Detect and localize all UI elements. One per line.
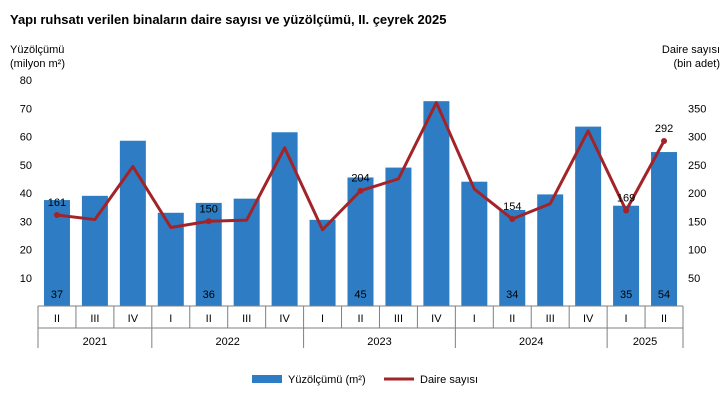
year-label: 2021 [83,336,107,348]
bar-data-label: 54 [658,289,670,301]
left-tick-label: 50 [20,160,32,172]
bar [233,198,260,306]
category-label: IV [583,313,594,325]
right-tick-label: 100 [688,245,706,257]
category-label: I [169,313,172,325]
right-axis-label-line1: Daire sayısı [662,44,720,56]
line-point [357,187,364,194]
bar [651,152,678,306]
line-point [53,212,60,219]
legend-bar-label: Yüzölçümü (m²) [288,374,366,386]
right-tick-label: 50 [688,273,700,285]
category-label: I [625,313,628,325]
category-label: IV [128,313,139,325]
line-data-label: 204 [351,173,369,185]
right-axis-label-line2: (bin adet) [674,58,720,70]
line-data-label: 154 [503,201,521,213]
category-label: IV [431,313,442,325]
bar-data-label: 37 [51,289,63,301]
left-tick-label: 30 [20,216,32,228]
bar [385,167,412,306]
right-axis-ticks: 50 100 150 200 250 300 350 [688,103,706,285]
chart-title: Yapı ruhsatı verilen binaların daire say… [10,12,446,27]
left-axis-label-line2: (milyon m²) [10,58,65,70]
legend-bar-swatch [252,375,282,383]
category-label: IV [279,313,290,325]
bar [271,132,298,306]
right-tick-label: 150 [688,216,706,228]
left-tick-label: 20 [20,245,32,257]
line-data-label: 169 [617,193,635,205]
category-label: II [509,313,515,325]
year-label: 2022 [215,336,239,348]
bar [575,126,602,306]
bar [309,219,336,306]
bar [499,209,526,306]
line-series: 161 150 204 154 169 292 [48,101,673,232]
bar [81,195,108,306]
right-tick-label: 300 [688,132,706,144]
category-label: III [546,313,555,325]
category-label: II [206,313,212,325]
left-tick-label: 10 [20,273,32,285]
bar [613,205,640,306]
year-label: 2025 [633,336,657,348]
bar-data-label: 36 [203,289,215,301]
right-tick-label: 200 [688,188,706,200]
category-label: I [321,313,324,325]
category-label: II [357,313,363,325]
left-tick-label: 60 [20,132,32,144]
bar-data-label: 45 [354,289,366,301]
bar-data-label: 35 [620,289,632,301]
right-tick-label: 350 [688,103,706,115]
left-tick-label: 70 [20,103,32,115]
bar [347,177,374,306]
line-data-label: 292 [655,123,673,135]
legend-line-label: Daire sayısı [420,374,478,386]
line-data-label: 161 [48,197,66,209]
year-label: 2023 [367,336,391,348]
bar [423,101,450,306]
category-label: II [54,313,60,325]
left-axis-ticks: 10 20 30 40 50 60 70 80 [20,75,32,285]
line-data-label: 150 [200,203,218,215]
line-point [661,138,668,145]
category-label: III [394,313,403,325]
right-tick-label: 250 [688,160,706,172]
line-point [205,218,212,225]
category-label: III [90,313,99,325]
bar [537,194,564,306]
category-label: II [661,313,667,325]
bar-data-label: 34 [506,289,518,301]
left-tick-label: 80 [20,75,32,87]
category-label: III [242,313,251,325]
line-point [509,215,516,222]
line-point [623,207,630,214]
bar [461,181,488,306]
left-axis-label-line1: Yüzölçümü [10,44,64,56]
year-label: 2024 [519,336,543,348]
left-tick-label: 40 [20,188,32,200]
category-label: I [473,313,476,325]
bar-series: 37 36 45 34 35 54 [43,101,678,306]
legend: Yüzölçümü (m²) Daire sayısı [252,374,478,386]
